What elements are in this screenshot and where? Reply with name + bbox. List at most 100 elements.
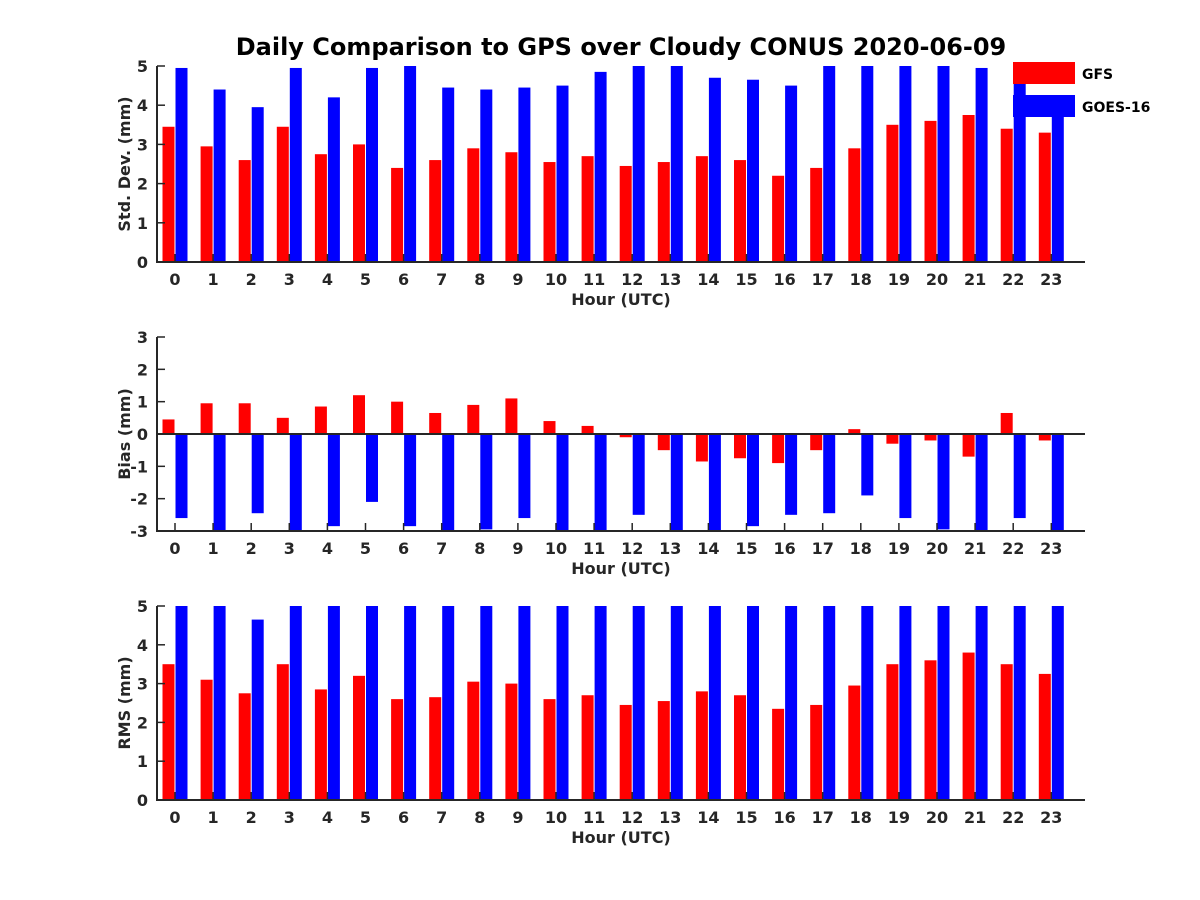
bar-goes-16-8 — [480, 89, 493, 263]
bar-goes-16-13 — [670, 606, 683, 800]
x-tick-label: 8 — [474, 539, 485, 558]
x-tick-label: 7 — [436, 808, 447, 827]
x-tick-label: 20 — [926, 808, 948, 827]
bar-goes-16-1 — [213, 434, 226, 531]
x-tick-label: 1 — [208, 808, 219, 827]
bar-goes-16-16 — [785, 606, 798, 800]
x-tick-label: 13 — [659, 270, 681, 289]
bar-goes-16-7 — [442, 434, 455, 531]
bar-gfs-8 — [467, 148, 480, 262]
bar-goes-16-10 — [556, 606, 569, 800]
y-tick-label: 5 — [137, 57, 148, 76]
bar-gfs-21 — [962, 115, 975, 262]
bar-goes-16-3 — [289, 434, 302, 531]
legend: GFS GOES-16 — [1013, 62, 1150, 117]
bar-gfs-19 — [886, 664, 899, 800]
bar-goes-16-5 — [366, 67, 378, 263]
bar-gfs-17 — [810, 167, 823, 262]
bar-gfs-7 — [429, 697, 442, 800]
x-tick-label: 14 — [697, 270, 719, 289]
bar-gfs-6 — [391, 167, 404, 262]
bar-gfs-2 — [238, 403, 251, 434]
bar-goes-16-22 — [1013, 434, 1026, 519]
x-tick-label: 15 — [735, 270, 757, 289]
x-tick-label: 4 — [322, 539, 333, 558]
bar-gfs-22 — [1000, 664, 1013, 800]
x-axis-label: Hour (UTC) — [571, 290, 671, 309]
bar-goes-16-23 — [1051, 434, 1064, 531]
x-tick-label: 0 — [169, 270, 180, 289]
bar-gfs-13 — [657, 701, 670, 800]
bar-gfs-11 — [581, 425, 594, 434]
x-tick-label: 21 — [964, 808, 986, 827]
x-tick-label: 6 — [398, 270, 409, 289]
bar-goes-16-21 — [975, 606, 988, 800]
bar-gfs-21 — [962, 434, 975, 457]
bar-goes-16-18 — [861, 606, 874, 800]
bar-goes-16-18 — [861, 434, 874, 496]
bar-goes-16-11 — [594, 606, 607, 800]
x-tick-label: 3 — [284, 539, 295, 558]
bar-goes-16-19 — [899, 66, 912, 262]
bar-goes-16-11 — [594, 434, 607, 531]
bar-gfs-13 — [657, 434, 670, 451]
bar-goes-16-6 — [404, 434, 417, 527]
x-tick-label: 11 — [583, 539, 605, 558]
bar-gfs-9 — [505, 398, 518, 434]
bar-gfs-2 — [238, 693, 251, 800]
x-tick-label: 13 — [659, 808, 681, 827]
bar-goes-16-18 — [861, 66, 874, 262]
x-tick-label: 14 — [697, 539, 719, 558]
bar-gfs-20 — [924, 660, 937, 800]
y-tick-label: 3 — [137, 328, 148, 347]
bar-gfs-15 — [734, 695, 746, 800]
x-tick-label: 20 — [926, 539, 948, 558]
bar-goes-16-5 — [366, 606, 378, 800]
x-tick-label: 5 — [360, 539, 371, 558]
x-tick-label: 4 — [322, 270, 333, 289]
bar-goes-16-6 — [404, 66, 417, 262]
x-tick-label: 21 — [964, 539, 986, 558]
bar-gfs-1 — [200, 679, 213, 800]
legend-label-goes-16: GOES-16 — [1082, 100, 1150, 116]
x-tick-label: 9 — [512, 539, 523, 558]
x-tick-label: 10 — [545, 539, 567, 558]
bar-gfs-4 — [314, 406, 327, 434]
x-tick-label: 17 — [812, 808, 834, 827]
bar-gfs-18 — [848, 685, 861, 800]
bar-goes-16-0 — [175, 606, 188, 800]
bar-gfs-6 — [391, 699, 404, 800]
bar-goes-16-4 — [327, 434, 340, 527]
y-axis-label: Std. Dev. (mm) — [115, 96, 134, 231]
bar-goes-16-13 — [670, 66, 683, 262]
bar-goes-16-22 — [1013, 83, 1026, 262]
bar-gfs-19 — [886, 124, 899, 262]
x-tick-label: 1 — [208, 539, 219, 558]
bar-gfs-9 — [505, 152, 518, 262]
y-tick-label: 2 — [137, 360, 148, 379]
bar-gfs-15 — [734, 434, 746, 459]
y-tick-label: -1 — [130, 457, 148, 476]
bar-gfs-23 — [1038, 434, 1051, 441]
bar-gfs-4 — [314, 689, 327, 800]
x-tick-label: 17 — [812, 270, 834, 289]
bar-gfs-1 — [200, 403, 213, 434]
bar-gfs-11 — [581, 156, 594, 262]
bar-goes-16-14 — [708, 77, 721, 262]
y-axis-label: Bias (mm) — [115, 388, 134, 480]
bar-gfs-3 — [276, 417, 289, 434]
bar-gfs-9 — [505, 683, 518, 800]
bar-goes-16-15 — [747, 434, 759, 527]
bar-gfs-0 — [162, 126, 175, 262]
bar-gfs-14 — [695, 434, 708, 462]
bar-goes-16-4 — [327, 97, 340, 262]
bar-gfs-18 — [848, 429, 861, 434]
x-tick-label: 3 — [284, 270, 295, 289]
bar-goes-16-1 — [213, 89, 226, 263]
y-tick-label: -2 — [130, 490, 148, 509]
x-tick-label: 22 — [1002, 270, 1024, 289]
bar-goes-16-12 — [632, 606, 645, 800]
bar-goes-16-10 — [556, 434, 569, 531]
x-tick-label: 4 — [322, 808, 333, 827]
